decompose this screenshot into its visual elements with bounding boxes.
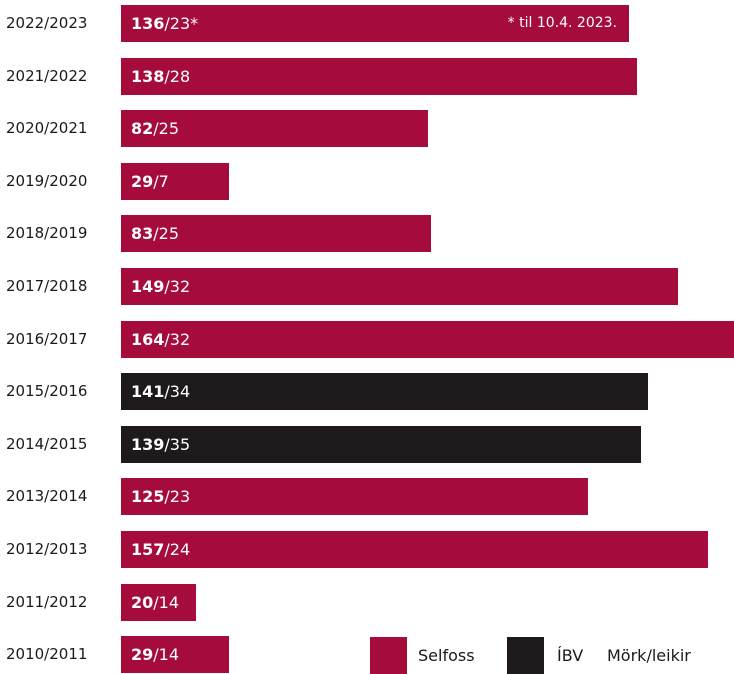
bar: 136/23* * til 10.4. 2023.: [121, 5, 629, 42]
goals-value: 164: [131, 330, 165, 349]
goals-value: 136: [131, 14, 165, 33]
bar-value-label: 157/24: [131, 531, 190, 568]
legend-label-ibv: ÍBV: [557, 646, 584, 665]
bar-value-label: 138/28: [131, 58, 190, 95]
value-separator: /: [153, 119, 159, 138]
goals-value: 29: [131, 172, 154, 191]
season-label: 2021/2022: [6, 67, 88, 85]
bar-value-label: 82/25: [131, 110, 179, 147]
value-separator: /: [153, 593, 159, 612]
bar-value-label: 136/23*: [131, 5, 198, 42]
bar: 157/24: [121, 531, 708, 568]
footnote: * til 10.4. 2023.: [507, 15, 617, 31]
games-value: 25: [158, 224, 180, 243]
goals-value: 141: [131, 382, 165, 401]
value-separator: /: [164, 487, 170, 506]
bar: 138/28: [121, 58, 637, 95]
season-label: 2016/2017: [6, 330, 88, 348]
games-value: 23: [169, 487, 191, 506]
games-value: 35: [169, 435, 191, 454]
bar: 139/35: [121, 426, 641, 463]
bar-value-label: 164/32: [131, 321, 190, 358]
legend-swatch-selfoss: [370, 637, 407, 674]
value-separator: /: [153, 224, 159, 243]
bar-value-label: 139/35: [131, 426, 190, 463]
bar: 141/34: [121, 373, 648, 410]
bar: 20/14: [121, 584, 196, 621]
bar-value-label: 125/23: [131, 478, 190, 515]
season-label: 2010/2011: [6, 645, 88, 663]
season-label: 2013/2014: [6, 487, 88, 505]
bar: 125/23: [121, 478, 588, 515]
goals-value: 29: [131, 645, 154, 664]
value-suffix: *: [190, 14, 199, 33]
bar: 164/32: [121, 321, 734, 358]
season-label: 2022/2023: [6, 14, 88, 32]
games-value: 14: [158, 593, 180, 612]
bar-value-label: 141/34: [131, 373, 190, 410]
bar-value-label: 20/14: [131, 584, 179, 621]
games-value: 32: [169, 330, 191, 349]
season-label: 2020/2021: [6, 119, 88, 137]
value-separator: /: [164, 540, 170, 559]
legend-label-goals-games: Mörk/leikir: [607, 646, 691, 665]
bar-value-label: 29/14: [131, 636, 179, 673]
goals-value: 82: [131, 119, 154, 138]
value-separator: /: [164, 435, 170, 454]
value-separator: /: [164, 14, 170, 33]
season-label: 2017/2018: [6, 277, 88, 295]
bar: 82/25: [121, 110, 428, 147]
value-separator: /: [153, 172, 159, 191]
games-value: 23: [169, 14, 191, 33]
season-label: 2012/2013: [6, 540, 88, 558]
legend-swatch-ibv: [507, 637, 544, 674]
value-separator: /: [164, 330, 170, 349]
goals-value: 138: [131, 67, 165, 86]
season-label: 2018/2019: [6, 224, 88, 242]
bar-value-label: 149/32: [131, 268, 190, 305]
goals-value: 157: [131, 540, 165, 559]
bar: 149/32: [121, 268, 678, 305]
season-label: 2011/2012: [6, 593, 88, 611]
season-label: 2014/2015: [6, 435, 88, 453]
season-label: 2019/2020: [6, 172, 88, 190]
goals-value: 20: [131, 593, 154, 612]
goals-value: 139: [131, 435, 165, 454]
value-separator: /: [164, 382, 170, 401]
goals-value: 149: [131, 277, 165, 296]
season-label: 2015/2016: [6, 382, 88, 400]
games-value: 7: [158, 172, 169, 191]
goals-value: 83: [131, 224, 154, 243]
games-value: 28: [169, 67, 191, 86]
value-separator: /: [164, 277, 170, 296]
bar-value-label: 83/25: [131, 215, 179, 252]
games-value: 14: [158, 645, 180, 664]
games-value: 34: [169, 382, 191, 401]
bar: 29/7: [121, 163, 229, 200]
bar: 29/14: [121, 636, 229, 673]
games-value: 24: [169, 540, 191, 559]
goals-value: 125: [131, 487, 165, 506]
legend-label-selfoss: Selfoss: [418, 646, 475, 665]
value-separator: /: [164, 67, 170, 86]
games-value: 25: [158, 119, 180, 138]
games-value: 32: [169, 277, 191, 296]
bar: 83/25: [121, 215, 431, 252]
bar-value-label: 29/7: [131, 163, 169, 200]
value-separator: /: [153, 645, 159, 664]
